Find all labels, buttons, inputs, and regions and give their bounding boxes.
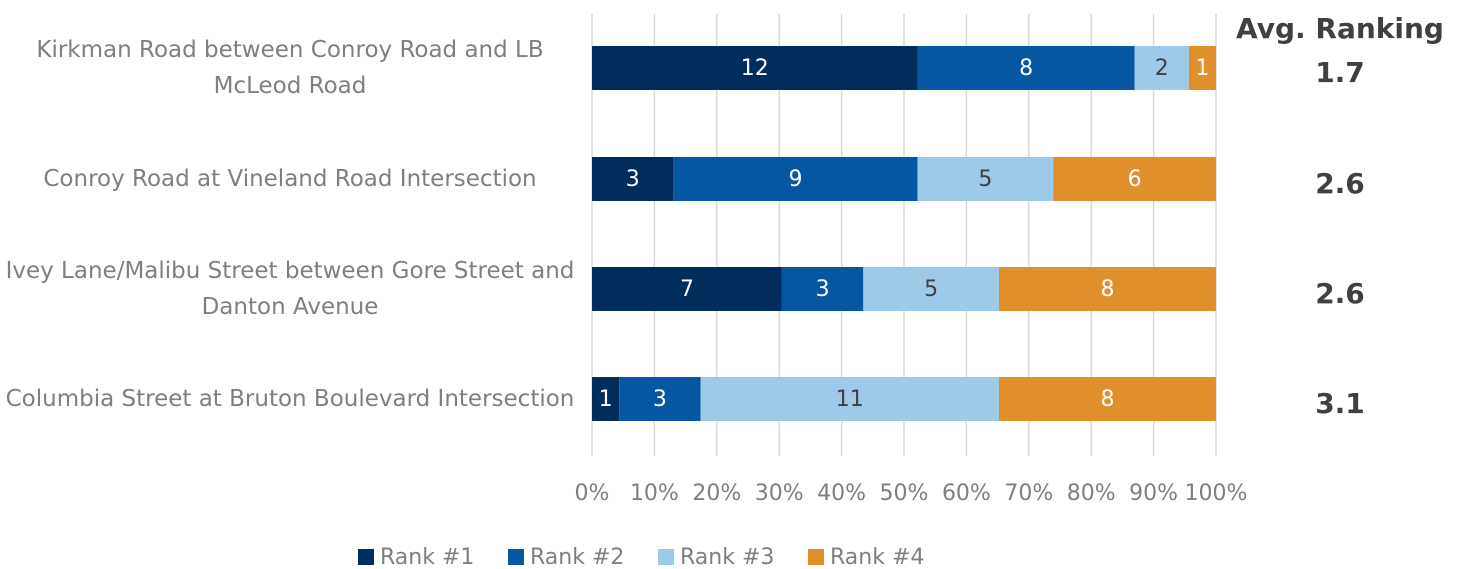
legend-swatch — [358, 549, 374, 565]
data-label: 5 — [924, 277, 938, 302]
avg-ranking-value: 1.7 — [1315, 56, 1365, 89]
legend-label: Rank #2 — [530, 545, 624, 569]
x-tick-label: 70% — [1004, 481, 1053, 506]
bar-segment — [1134, 46, 1189, 90]
x-tick-label: 30% — [755, 481, 804, 506]
data-label: 12 — [741, 56, 769, 81]
legend-swatch — [508, 549, 524, 565]
avg-ranking-value: 3.1 — [1315, 387, 1365, 420]
x-tick-label: 60% — [942, 481, 991, 506]
data-label: 8 — [1100, 387, 1114, 412]
x-tick-label: 40% — [817, 481, 866, 506]
category-label: Kirkman Road between Conroy Road and LB … — [36, 37, 544, 99]
data-label: 5 — [978, 167, 992, 192]
bar-segment — [998, 377, 1216, 421]
category-label: Columbia Street at Bruton Boulevard Inte… — [5, 386, 575, 412]
bar-segment — [998, 267, 1216, 311]
legend-swatch — [808, 549, 824, 565]
bar-segment — [917, 46, 1135, 90]
category-label: Conroy Road at Vineland Road Intersectio… — [43, 166, 537, 192]
avg-ranking-value: 2.6 — [1315, 277, 1365, 310]
category-label-box: Ivey Lane/Malibu Street between Gore Str… — [5, 258, 575, 320]
data-label: 3 — [653, 387, 667, 412]
bar-segment — [863, 267, 999, 311]
bar-segment — [1053, 157, 1216, 201]
data-label: 2 — [1155, 56, 1169, 81]
category-label-box: Conroy Road at Vineland Road Intersectio… — [43, 166, 537, 192]
x-tick-label: 20% — [692, 481, 741, 506]
legend-label: Rank #3 — [680, 545, 774, 569]
legend-label: Rank #4 — [830, 545, 924, 569]
bar-segment — [592, 377, 620, 421]
x-tick-label: 10% — [630, 481, 679, 506]
bar-segment — [781, 267, 864, 311]
bar-segment — [673, 157, 918, 201]
data-label: 6 — [1128, 167, 1142, 192]
data-label: 1 — [1195, 56, 1209, 81]
x-tick-label: 50% — [880, 481, 929, 506]
data-label: 11 — [836, 387, 864, 412]
bar-segment — [1188, 46, 1216, 90]
data-label: 8 — [1019, 56, 1033, 81]
legend-label: Rank #1 — [380, 545, 474, 569]
x-tick-label: 90% — [1129, 481, 1178, 506]
bar-segment — [700, 377, 999, 421]
bar-segment — [917, 157, 1054, 201]
category-label-box: Columbia Street at Bruton Boulevard Inte… — [5, 386, 575, 412]
data-label: 9 — [788, 167, 802, 192]
bar-segment — [592, 267, 782, 311]
x-tick-label: 100% — [1185, 481, 1248, 506]
bar-segment — [592, 157, 674, 201]
category-label: Ivey Lane/Malibu Street between Gore Str… — [5, 258, 575, 320]
data-label: 3 — [626, 167, 640, 192]
data-label: 8 — [1100, 277, 1114, 302]
data-label: 3 — [816, 277, 830, 302]
data-label: 1 — [599, 387, 613, 412]
x-tick-label: 0% — [575, 481, 610, 506]
bar-segment — [619, 377, 701, 421]
avg-ranking-value: 2.6 — [1315, 167, 1365, 200]
bar-segment — [592, 46, 918, 90]
category-label-box: Kirkman Road between Conroy Road and LB … — [36, 37, 544, 99]
legend-swatch — [658, 549, 674, 565]
data-label: 7 — [680, 277, 694, 302]
x-tick-label: 80% — [1067, 481, 1116, 506]
avg-ranking-title: Avg. Ranking — [1236, 12, 1444, 45]
